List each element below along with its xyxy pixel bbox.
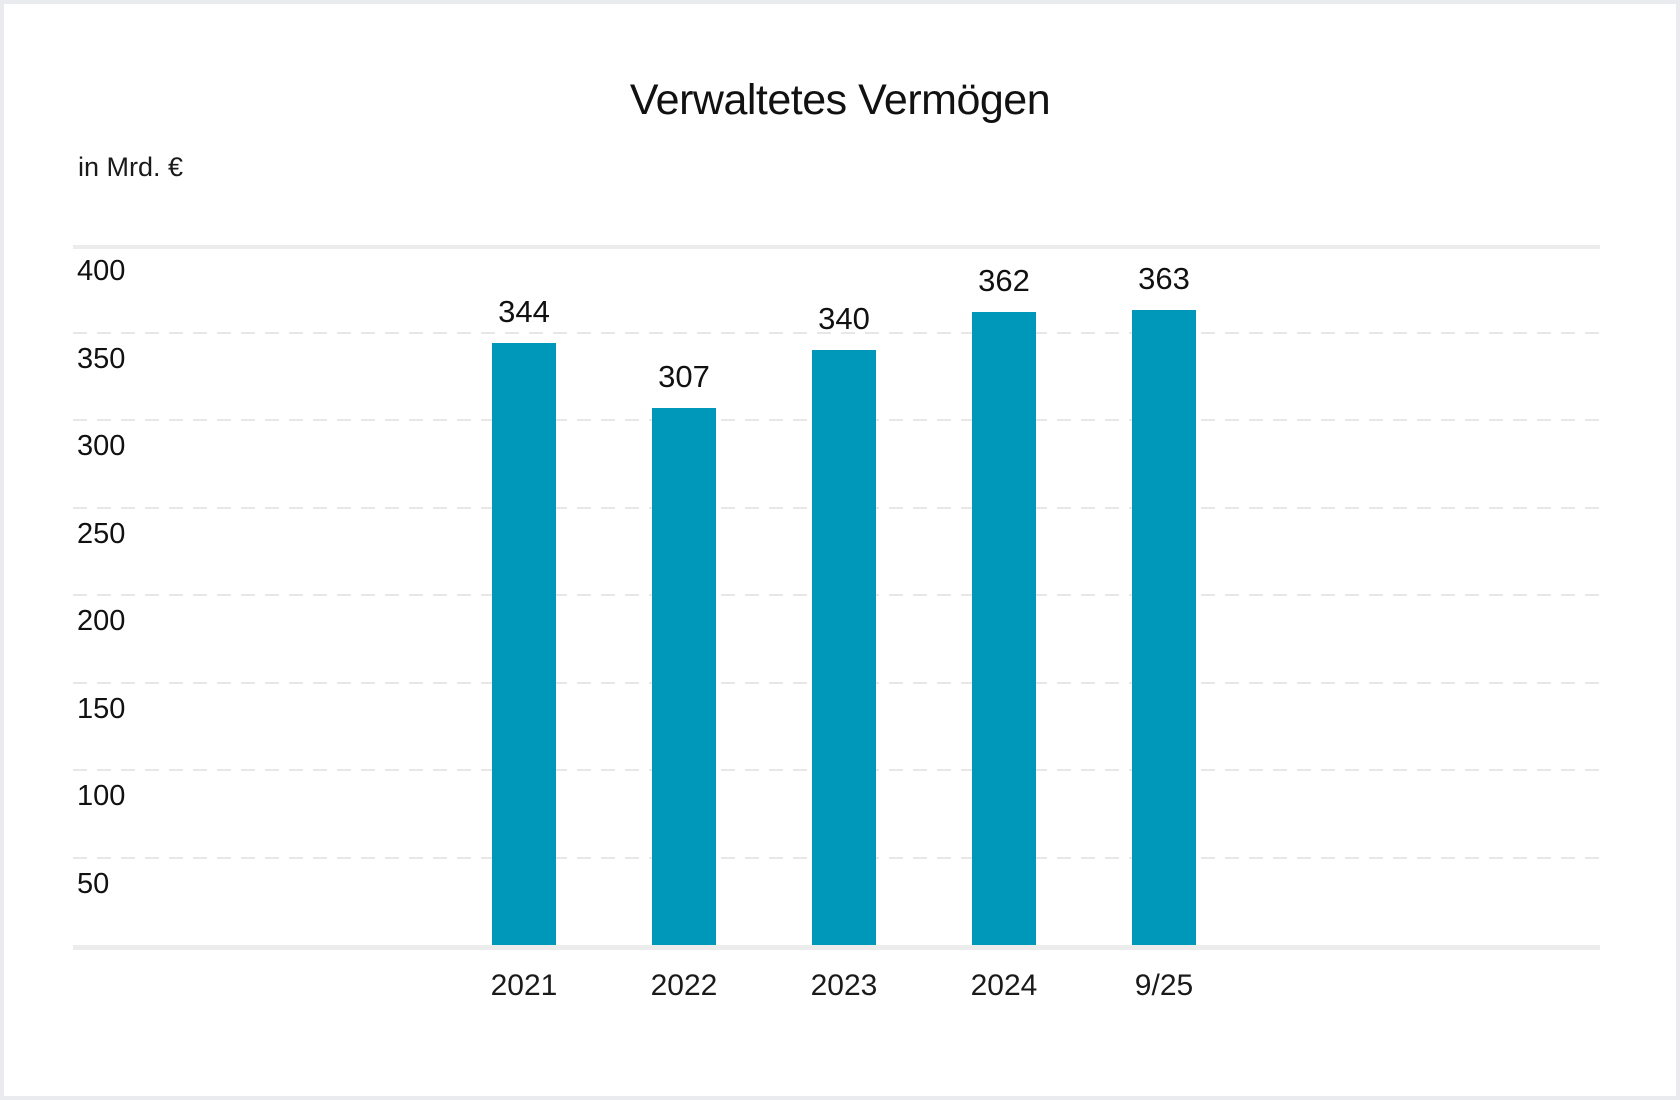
bar-value-label: 340 [818,301,870,336]
y-axis-label: 200 [77,605,126,637]
x-axis-label: 2022 [650,969,718,1002]
y-axis-label: 150 [77,692,126,725]
bar [812,350,876,945]
plot-area: 50 100 150 200 250 300 350 400 344 2021 307 2022 340… [73,245,1600,1001]
bar [652,407,716,945]
y-axis-label: 350 [77,342,126,375]
x-axis-label: 2023 [810,969,878,1002]
bar-value-label: 362 [978,262,1030,298]
bar [492,343,556,945]
y-axis-label: 400 [77,255,126,287]
bar-value-label: 344 [498,294,550,329]
x-axis-label: 9/25 [1134,969,1194,1002]
gridline [73,245,1600,249]
chart-title: Verwaltetes Vermögen [629,76,1051,124]
axis-unit-label: in Mrd. € [78,152,184,182]
bar [972,311,1036,945]
bar-value-label: 363 [1138,260,1190,296]
bar-value-label: 307 [658,358,710,394]
y-axis-label: 100 [77,780,126,812]
y-axis-label: 250 [77,517,126,550]
x-axis-label: 2024 [970,969,1038,1002]
gridline [73,331,1600,334]
y-axis-label: 300 [77,430,126,462]
x-axis-line [73,945,1600,950]
x-axis-label: 2021 [490,969,558,1002]
bar [1132,309,1196,945]
y-axis-label: 50 [77,867,110,900]
